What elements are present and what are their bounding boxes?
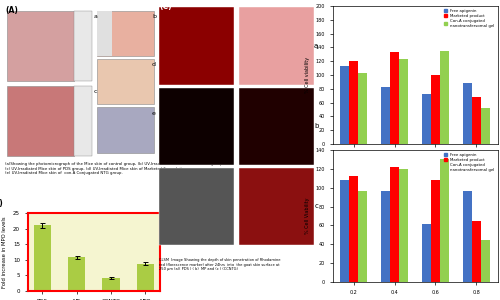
- Bar: [349, 61, 358, 144]
- Text: e: e: [152, 110, 156, 116]
- Bar: [481, 240, 490, 282]
- Legend: Free apigenin, Marketed product, Con-A conjugated
nanotransfersomal gel: Free apigenin, Marketed product, Con-A c…: [444, 152, 496, 172]
- Text: d: d: [152, 62, 156, 67]
- Bar: [422, 224, 431, 282]
- Bar: [472, 97, 481, 144]
- Bar: [399, 169, 408, 282]
- Bar: [96, 11, 112, 56]
- Bar: [159, 167, 234, 244]
- Bar: [390, 52, 399, 144]
- Text: CLSM  Image Showing the depth of skin penetration of Rhodamine
red (florescence : CLSM Image Showing the depth of skin pen…: [159, 258, 280, 271]
- Bar: [481, 108, 490, 144]
- Bar: [463, 83, 472, 144]
- Text: (A): (A): [5, 6, 18, 15]
- Bar: [340, 180, 349, 282]
- Bar: [440, 159, 449, 282]
- Bar: [349, 176, 358, 282]
- Bar: [239, 167, 314, 244]
- Bar: [159, 88, 234, 164]
- Text: b: b: [152, 14, 156, 19]
- Bar: [440, 51, 449, 144]
- Bar: [102, 278, 120, 291]
- Text: c: c: [94, 89, 97, 94]
- Bar: [472, 221, 481, 282]
- Bar: [96, 11, 154, 56]
- Text: (B): (B): [0, 199, 3, 208]
- Text: b: b: [314, 123, 318, 129]
- Bar: [159, 8, 234, 85]
- Bar: [239, 8, 314, 85]
- Bar: [96, 59, 154, 104]
- Bar: [431, 75, 440, 144]
- Bar: [381, 87, 390, 144]
- Bar: [390, 167, 399, 282]
- Bar: [431, 180, 440, 282]
- Bar: [6, 85, 73, 156]
- Bar: [463, 190, 472, 282]
- Bar: [74, 85, 92, 156]
- Text: a: a: [314, 43, 318, 49]
- Bar: [6, 11, 73, 81]
- Y-axis label: % Cell viability: % Cell viability: [305, 57, 310, 93]
- X-axis label: Concentration (mg / ml): Concentration (mg / ml): [386, 162, 444, 167]
- Bar: [358, 73, 367, 144]
- Text: c: c: [314, 203, 318, 209]
- Bar: [96, 107, 154, 153]
- Text: (C): (C): [159, 2, 172, 10]
- Text: a: a: [412, 172, 418, 181]
- Text: a: a: [94, 14, 98, 19]
- Bar: [239, 88, 314, 164]
- Text: (a)Showing the photomicrograph of the Mice skin of control group, (b) UV-Irradia: (a)Showing the photomicrograph of the Mi…: [5, 162, 224, 175]
- Y-axis label: Fold increase in MPO levels: Fold increase in MPO levels: [2, 216, 7, 288]
- Bar: [381, 191, 390, 282]
- Bar: [358, 190, 367, 282]
- Bar: [74, 11, 92, 81]
- Bar: [137, 263, 154, 291]
- Bar: [422, 94, 431, 144]
- Bar: [34, 226, 50, 291]
- Legend: Free apigenin, Marketed product, Con-A conjugated
nanotransfersomal gel: Free apigenin, Marketed product, Con-A c…: [444, 8, 496, 29]
- Y-axis label: % Cell Viability: % Cell Viability: [305, 198, 310, 234]
- Bar: [399, 59, 408, 144]
- Bar: [68, 257, 85, 291]
- Bar: [340, 66, 349, 144]
